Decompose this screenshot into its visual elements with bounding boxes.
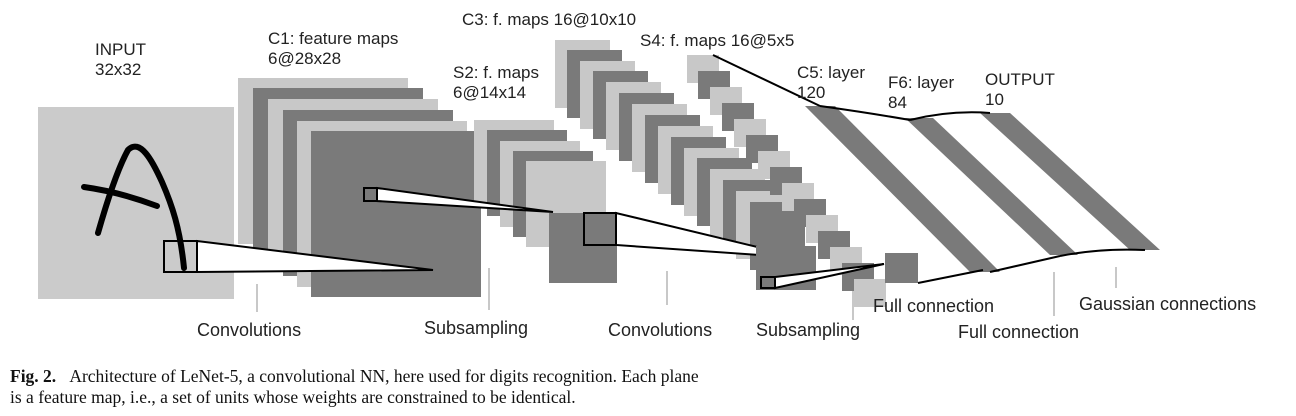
- caption-text-1: Architecture of LeNet-5, a convolutional…: [69, 366, 699, 386]
- s2-size: 6@14x14: [453, 83, 526, 102]
- lenet-diagram: INPUT 32x32 C1: feature maps 6@28x28 S2:…: [38, 10, 1256, 342]
- operation-ticks: [256, 267, 1117, 320]
- sub2-label: Subsampling: [756, 320, 860, 340]
- input-size: 32x32: [95, 60, 141, 79]
- f6-band: [905, 118, 1078, 255]
- c1-size: 6@28x28: [268, 49, 341, 68]
- conv1-label: Convolutions: [197, 320, 301, 340]
- s2-label: S2: f. maps: [453, 63, 539, 82]
- gauss-label: Gaussian connections: [1079, 294, 1256, 314]
- c1-stack: [238, 78, 481, 297]
- output-label: OUTPUT: [985, 70, 1055, 89]
- caption-line-2: is a feature map, i.e., a set of units w…: [10, 387, 870, 408]
- output-size: 10: [985, 90, 1004, 109]
- sub2-projection: [774, 263, 885, 290]
- output-band: [980, 113, 1160, 250]
- caption-text-2: is a feature map, i.e., a set of units w…: [10, 387, 576, 407]
- s4-label: S4: f. maps 16@5x5: [640, 31, 794, 50]
- c1-label: C1: feature maps: [268, 29, 398, 48]
- sub1-label: Subsampling: [424, 318, 528, 338]
- full1-label: Full connection: [873, 296, 994, 316]
- input-digit-a: [95, 143, 187, 271]
- input-label: INPUT: [95, 40, 146, 59]
- c5-band: [805, 106, 1000, 272]
- c5-size: 120: [797, 83, 825, 102]
- full2-label: Full connection: [958, 322, 1079, 342]
- f6-size: 84: [888, 93, 907, 112]
- conv2-label: Convolutions: [608, 320, 712, 340]
- caption-label: Fig. 2.: [10, 366, 57, 386]
- conv1-projection: [196, 239, 434, 274]
- c3-stack: [555, 40, 805, 270]
- connection-lines: [712, 54, 1146, 284]
- sub1-projection: [376, 186, 554, 213]
- figure-caption: Fig. 2. Architecture of LeNet-5, a convo…: [10, 366, 870, 408]
- input-digit-a-bar: [81, 184, 160, 209]
- caption-line-1: Fig. 2. Architecture of LeNet-5, a convo…: [10, 366, 870, 387]
- c5-label: C5: layer: [797, 63, 865, 82]
- f6-label: F6: layer: [888, 73, 954, 92]
- c3-label: C3: f. maps 16@10x10: [462, 10, 636, 29]
